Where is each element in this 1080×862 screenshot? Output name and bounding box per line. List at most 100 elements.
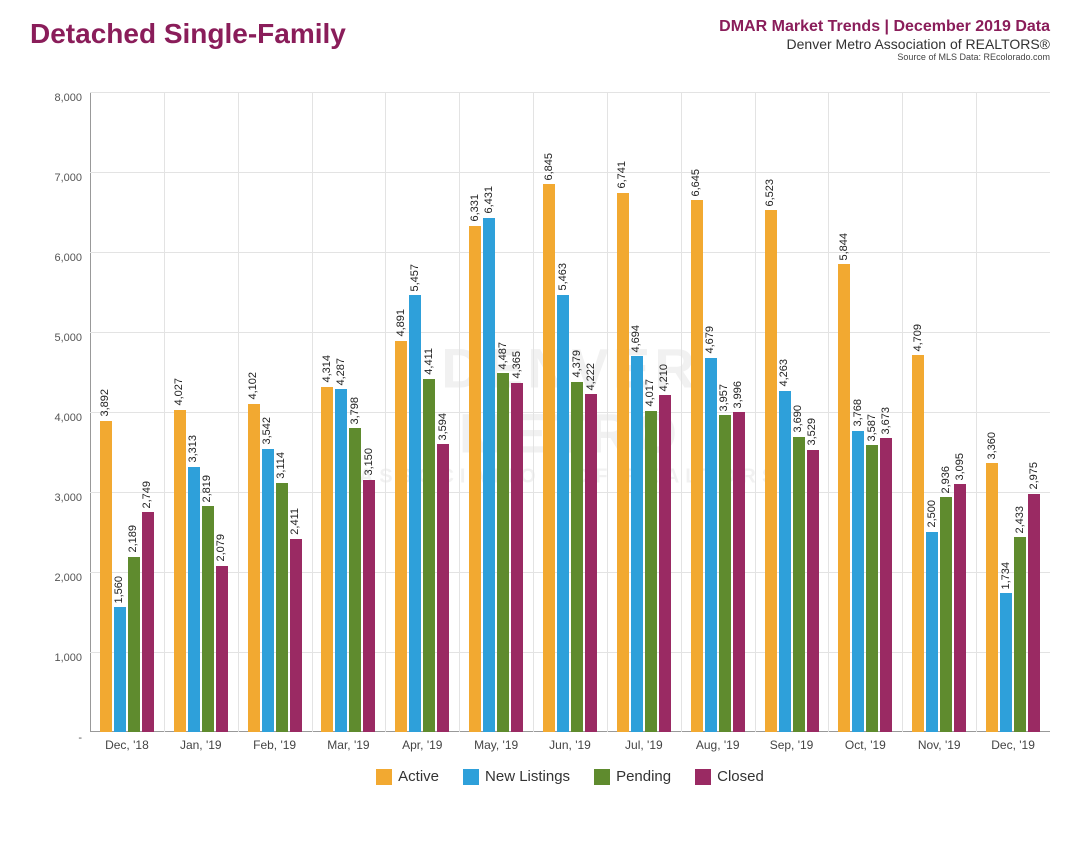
bar-active xyxy=(174,410,186,732)
bar-label: 4,379 xyxy=(572,350,583,378)
bar-closed xyxy=(216,566,228,732)
bar-pending xyxy=(423,379,435,732)
bar-label: 3,996 xyxy=(733,381,744,409)
bar-label: 3,150 xyxy=(364,448,375,476)
bar-pending xyxy=(128,557,140,732)
gridline xyxy=(90,252,1050,253)
bar-label: 6,645 xyxy=(691,169,702,197)
bar-pending xyxy=(571,382,583,732)
gridline xyxy=(90,492,1050,493)
gridline xyxy=(90,572,1050,573)
x-gridline xyxy=(385,92,386,732)
bar-new_listings xyxy=(631,356,643,732)
bar-label: 6,331 xyxy=(470,194,481,222)
x-tick-label: Jul, '19 xyxy=(625,738,663,752)
page-title: Detached Single-Family xyxy=(30,18,346,50)
legend-label: Active xyxy=(398,768,439,785)
bar-label: 5,844 xyxy=(839,233,850,261)
bar-pending xyxy=(866,445,878,732)
x-axis-line xyxy=(90,731,1050,732)
bar-label: 6,741 xyxy=(617,161,628,189)
x-tick-label: Nov, '19 xyxy=(918,738,961,752)
legend-item-new_listings: New Listings xyxy=(463,768,570,785)
chart: -1,0002,0003,0004,0005,0006,0007,0008,00… xyxy=(30,92,1050,792)
bar-label: 2,819 xyxy=(202,475,213,503)
bar-closed xyxy=(363,480,375,732)
x-tick-label: Oct, '19 xyxy=(845,738,886,752)
x-gridline xyxy=(607,92,608,732)
x-gridline xyxy=(902,92,903,732)
x-tick-label: Jan, '19 xyxy=(180,738,222,752)
bar-label: 3,095 xyxy=(955,453,966,481)
x-gridline xyxy=(755,92,756,732)
bar-label: 4,017 xyxy=(645,379,656,407)
subtitle-org: Denver Metro Association of REALTORS® xyxy=(719,36,1050,52)
bar-new_listings xyxy=(188,467,200,732)
bar-label: 5,463 xyxy=(558,263,569,291)
x-gridline xyxy=(164,92,165,732)
bar-active xyxy=(543,184,555,732)
legend-item-pending: Pending xyxy=(594,768,671,785)
bar-closed xyxy=(142,512,154,732)
bar-label: 6,431 xyxy=(484,186,495,214)
bar-label: 4,487 xyxy=(498,342,509,370)
legend: ActiveNew ListingsPendingClosed xyxy=(90,768,1050,789)
bar-label: 4,222 xyxy=(586,363,597,391)
bar-label: 4,694 xyxy=(631,325,642,353)
bar-label: 4,891 xyxy=(396,309,407,337)
bar-closed xyxy=(1028,494,1040,732)
legend-swatch xyxy=(376,769,392,785)
bar-new_listings xyxy=(409,295,421,732)
gridline xyxy=(90,412,1050,413)
bar-label: 6,845 xyxy=(544,153,555,181)
bar-label: 2,749 xyxy=(142,481,153,509)
bar-pending xyxy=(202,506,214,732)
x-tick-label: Aug, '19 xyxy=(696,738,740,752)
x-tick-label: Dec, '18 xyxy=(105,738,149,752)
legend-swatch xyxy=(594,769,610,785)
x-tick-label: Sep, '19 xyxy=(770,738,814,752)
bar-label: 2,189 xyxy=(128,525,139,553)
bar-label: 4,709 xyxy=(913,324,924,352)
bar-closed xyxy=(733,412,745,732)
legend-swatch xyxy=(463,769,479,785)
gridline xyxy=(90,172,1050,173)
bar-new_listings xyxy=(926,532,938,732)
y-tick-label: 6,000 xyxy=(32,252,82,264)
x-tick-label: Dec, '19 xyxy=(991,738,1035,752)
bar-new_listings xyxy=(852,431,864,732)
bar-label: 3,587 xyxy=(867,414,878,442)
header-right: DMAR Market Trends | December 2019 Data … xyxy=(719,18,1050,62)
y-tick-label: 4,000 xyxy=(32,412,82,424)
bar-pending xyxy=(793,437,805,732)
x-gridline xyxy=(459,92,460,732)
bar-label: 3,798 xyxy=(350,397,361,425)
bar-active xyxy=(765,210,777,732)
x-gridline xyxy=(828,92,829,732)
x-gridline xyxy=(238,92,239,732)
bar-active xyxy=(986,463,998,732)
plot-area: DENVER METRO ASSOCIATION OF REALTORS 3,8… xyxy=(90,92,1050,732)
bar-new_listings xyxy=(779,391,791,732)
legend-label: New Listings xyxy=(485,768,570,785)
subtitle-brand: DMAR Market Trends | December 2019 Data xyxy=(719,18,1050,36)
bar-pending xyxy=(940,497,952,732)
bar-closed xyxy=(511,383,523,732)
bar-label: 3,114 xyxy=(276,452,287,479)
bar-label: 2,936 xyxy=(941,466,952,494)
bar-closed xyxy=(585,394,597,732)
bar-label: 1,560 xyxy=(114,576,125,604)
bar-closed xyxy=(807,450,819,732)
bar-pending xyxy=(276,483,288,732)
bar-pending xyxy=(719,415,731,732)
bar-label: 3,313 xyxy=(188,435,199,463)
bar-new_listings xyxy=(483,218,495,732)
bar-new_listings xyxy=(114,607,126,732)
x-tick-label: Feb, '19 xyxy=(253,738,296,752)
header: Detached Single-Family DMAR Market Trend… xyxy=(30,18,1050,62)
bar-active xyxy=(248,404,260,732)
bar-new_listings xyxy=(1000,593,1012,732)
gridline xyxy=(90,332,1050,333)
bar-active xyxy=(838,264,850,732)
bar-label: 2,433 xyxy=(1015,506,1026,534)
